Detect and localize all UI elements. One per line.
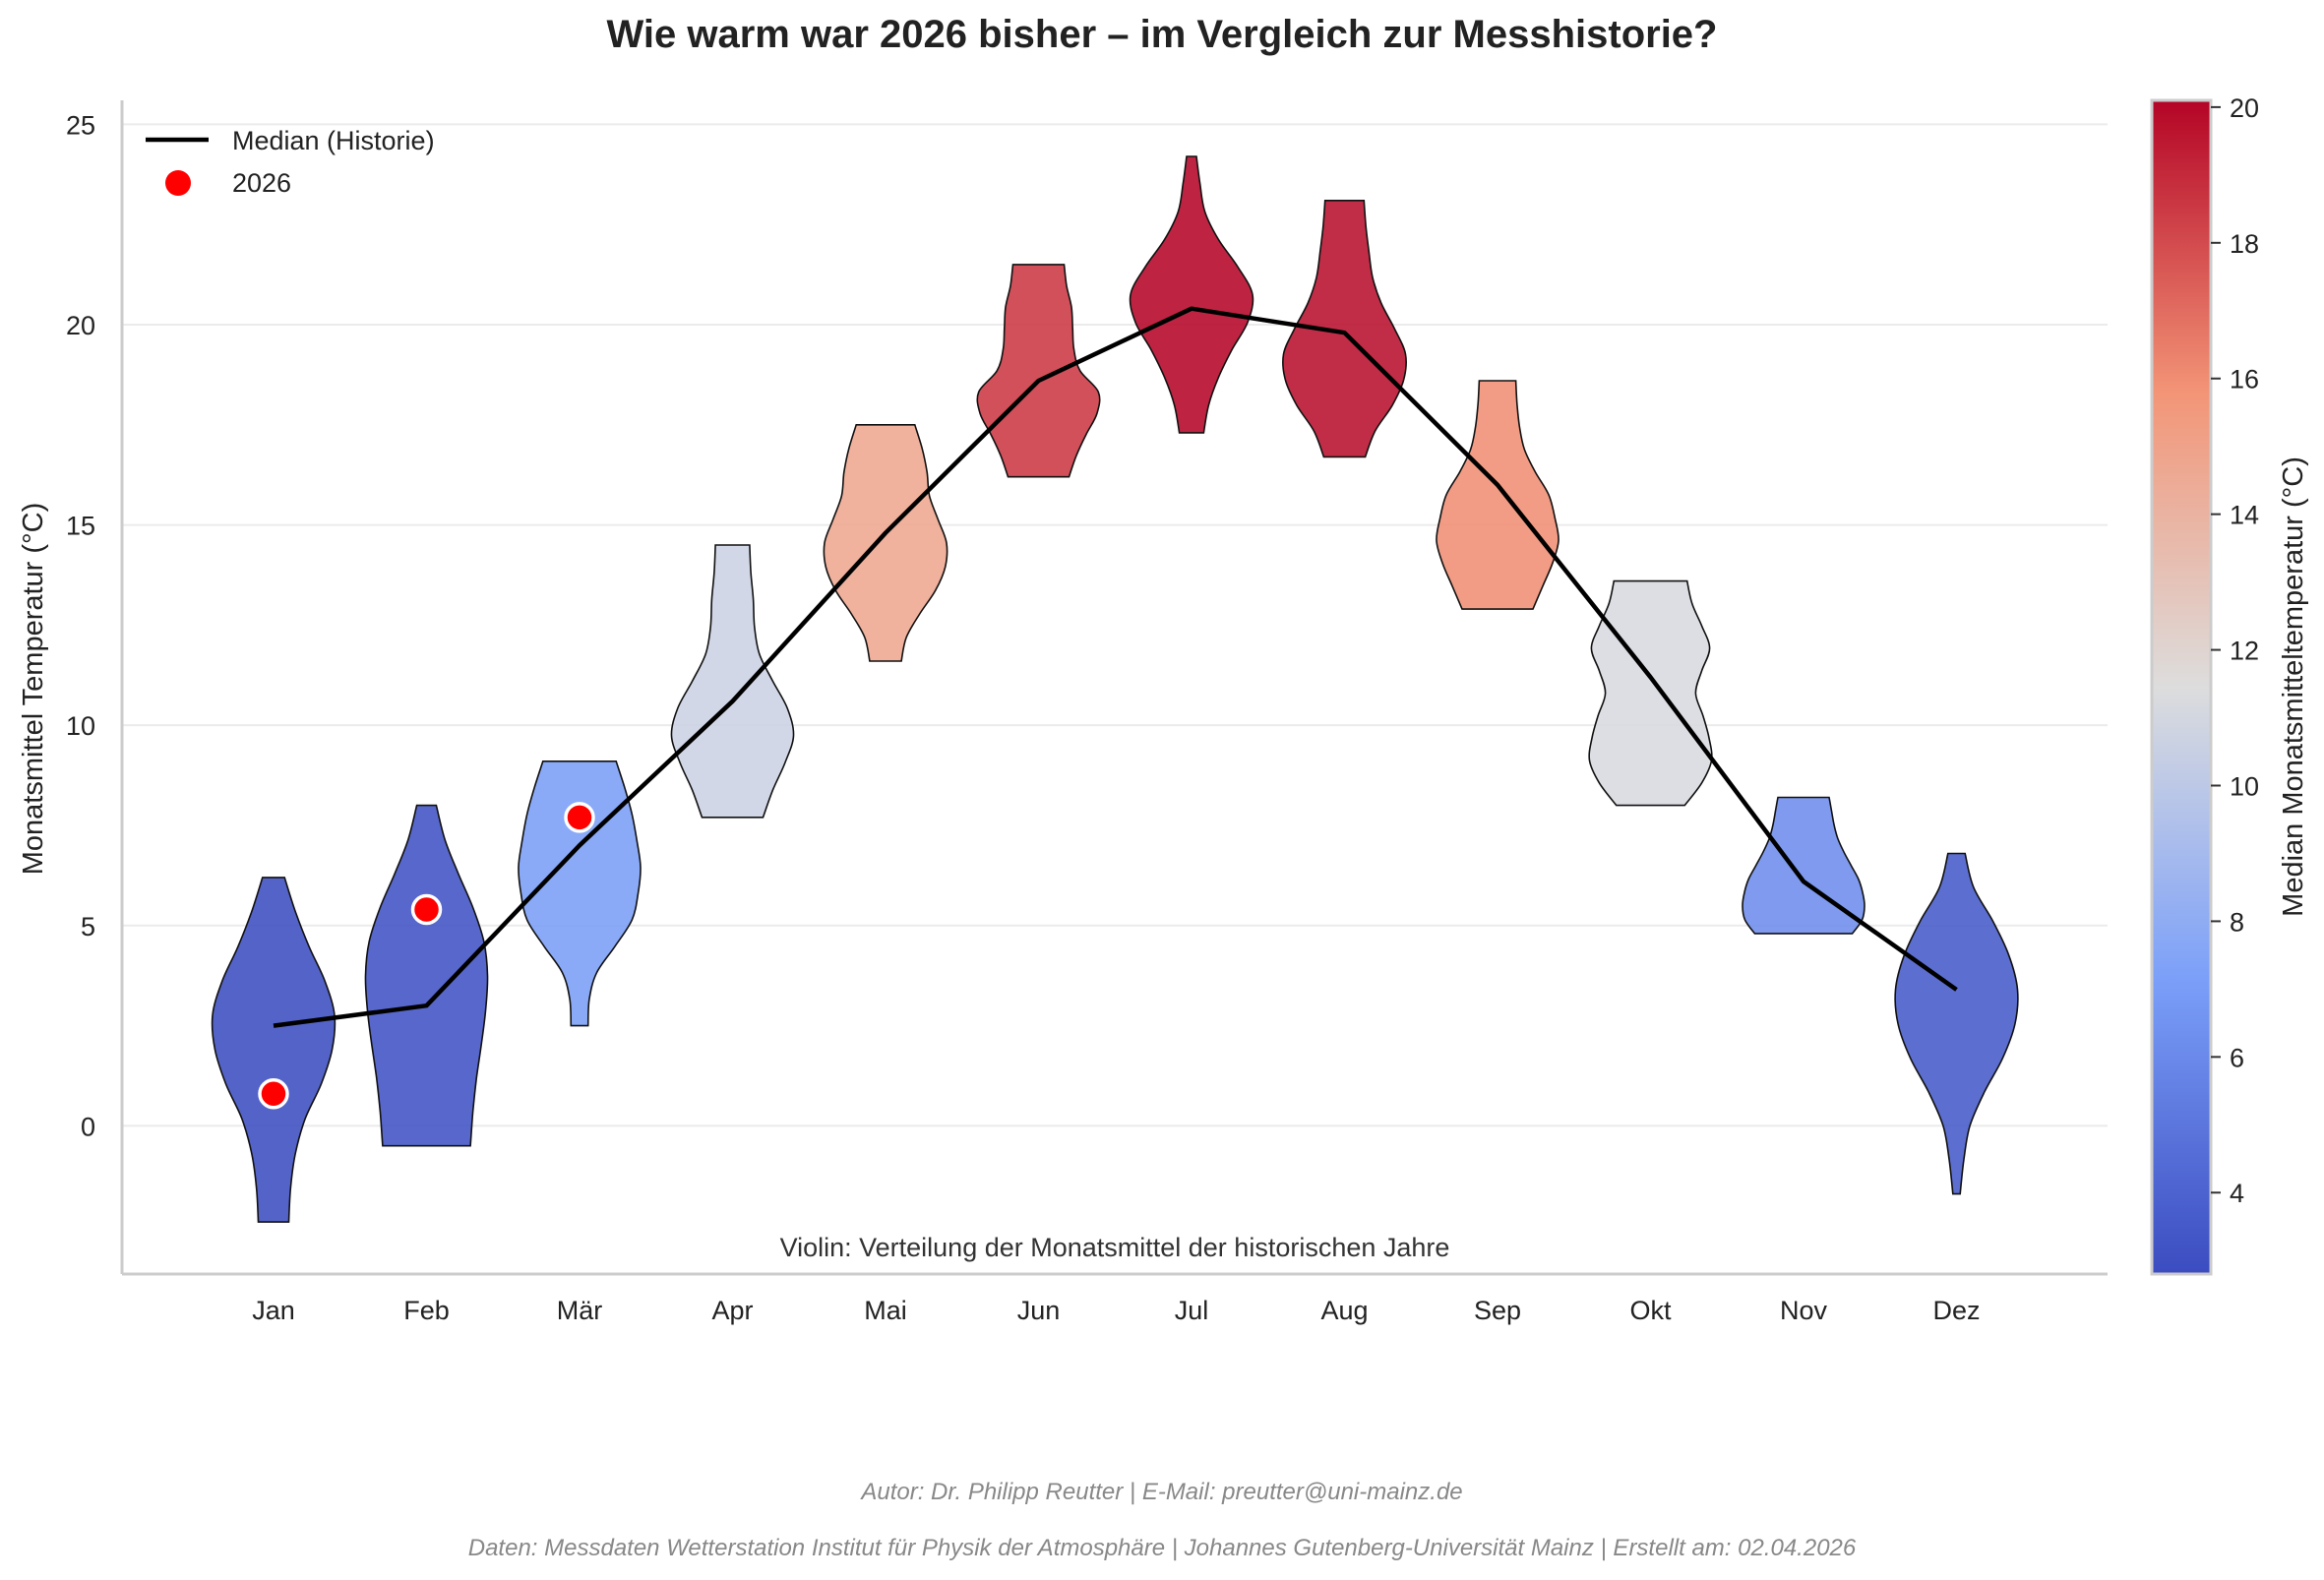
x-tick-label: Jun [1017, 1296, 1061, 1325]
violin-Nov [1742, 796, 1865, 935]
colorbar-ticks: 4 6 8 10 12 14 16 18 20 [2211, 93, 2259, 1208]
x-tick-label: Jul [1175, 1296, 1209, 1325]
point-2026-Mär [564, 802, 595, 833]
legend-median-label: Median (Historie) [232, 126, 435, 155]
legend: Median (Historie) 2026 [146, 126, 435, 198]
median-line [273, 306, 1958, 1028]
violin-Okt [1588, 579, 1713, 807]
colorbar [2150, 98, 2213, 1276]
violin-Jan [211, 877, 336, 1223]
colorbar-tick-label: 12 [2230, 637, 2259, 666]
colorbar-tick-label: 16 [2230, 365, 2259, 395]
violin-annotation: Violin: Verteilung der Monatsmittel der … [780, 1233, 1450, 1262]
x-tick-label: Mär [557, 1296, 603, 1325]
colorbar-tick-label: 6 [2230, 1043, 2244, 1072]
legend-2026-label: 2026 [232, 168, 291, 198]
violin-Jun [976, 264, 1101, 478]
y-tick-label: 10 [66, 711, 95, 741]
violin-Apr [670, 544, 795, 819]
points-2026-layer [258, 802, 595, 1110]
x-tick-label: Aug [1320, 1296, 1368, 1325]
median-line-layer [273, 306, 1958, 1028]
chart-title: Wie warm war 2026 bisher – im Vergleich … [607, 13, 1718, 56]
colorbar-tick-label: 8 [2230, 907, 2244, 937]
colorbar-label: Median Monatsmitteltemperatur (°C) [2278, 456, 2309, 917]
violin-Feb [364, 804, 489, 1147]
x-tick-label: Dez [1932, 1296, 1980, 1325]
y-tick-label: 5 [81, 912, 95, 942]
footer-source: Daten: Messdaten Wetterstation Institut … [468, 1535, 1857, 1561]
y-axis-label: Monatsmittel Temperatur (°C) [18, 503, 49, 876]
x-tick-label: Feb [403, 1296, 450, 1325]
y-tick-label: 15 [66, 512, 95, 541]
colorbar-tick-label: 10 [2230, 771, 2259, 801]
violins [211, 155, 2019, 1223]
colorbar-tick-label: 4 [2230, 1179, 2244, 1208]
y-tick-label: 20 [66, 311, 95, 340]
violin-Aug [1282, 200, 1407, 458]
point-2026-Jan [258, 1078, 289, 1110]
footer-author: Autor: Dr. Philipp Reutter | E-Mail: pre… [859, 1479, 1462, 1505]
point-2026-Feb [410, 893, 443, 926]
x-tick-label: Okt [1629, 1296, 1672, 1325]
violin-Dez [1894, 852, 2019, 1195]
colorbar-tick-label: 18 [2230, 229, 2259, 259]
y-tick-label: 25 [66, 110, 95, 140]
colorbar-tick-label: 20 [2230, 93, 2259, 123]
violin-Jul [1129, 155, 1254, 434]
colorbar-tick-label: 14 [2230, 501, 2259, 530]
legend-2026-swatch [165, 170, 191, 196]
violin-Sep [1436, 380, 1560, 610]
violin-Mai [823, 424, 948, 662]
y-ticks: 0 5 10 15 20 25 [66, 110, 95, 1141]
x-tick-label: Apr [711, 1296, 753, 1325]
x-tick-label: Jan [252, 1296, 295, 1325]
x-ticks: Jan Feb Mär Apr Mai Jun Jul Aug Sep Okt Nov Dez [252, 1296, 1980, 1325]
x-tick-label: Mai [864, 1296, 907, 1325]
x-tick-label: Nov [1780, 1296, 1828, 1325]
violin-Mär [518, 760, 642, 1027]
x-tick-label: Sep [1474, 1296, 1521, 1325]
y-tick-label: 0 [81, 1112, 95, 1141]
